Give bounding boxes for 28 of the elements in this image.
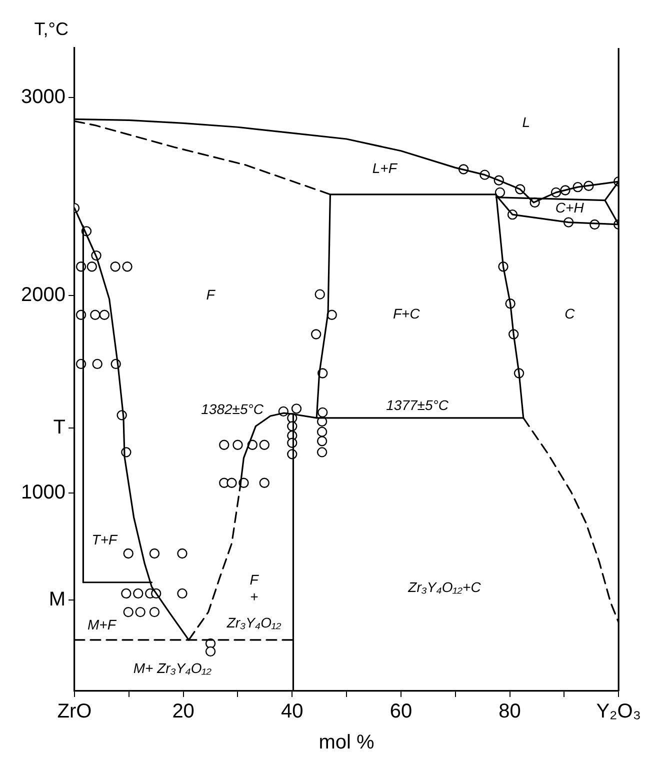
annotation: Zr₃Y₄O₁₂ bbox=[226, 614, 282, 630]
annotation: F+C bbox=[392, 306, 421, 322]
annotation: + bbox=[250, 588, 258, 605]
annotation: F bbox=[206, 286, 216, 302]
y-tick-label: M bbox=[48, 588, 66, 611]
annotation: L+F bbox=[372, 160, 398, 176]
y-tick-label: 3000 bbox=[20, 86, 66, 108]
x-tick-label: 60 bbox=[390, 700, 412, 723]
x-tick-label: ZrO bbox=[57, 700, 92, 723]
y-tick-label: T bbox=[53, 416, 66, 438]
x-tick-label: 20 bbox=[172, 700, 194, 723]
annotation: M+F bbox=[88, 616, 118, 632]
annotation: L bbox=[522, 114, 530, 130]
x-tick-label: 40 bbox=[281, 700, 304, 723]
annotation: 1382±5°C bbox=[201, 400, 264, 417]
annotation: F bbox=[250, 571, 260, 588]
x-tick-label: 80 bbox=[498, 700, 521, 723]
annotation: Zr₃Y₄O₁₂+C bbox=[407, 579, 482, 596]
y-axis-title: T,°C bbox=[34, 18, 68, 39]
y-tick-label: 1000 bbox=[20, 482, 66, 504]
annotation: 1377±5°C bbox=[386, 397, 450, 414]
x-tick-label: Y₂O₃ bbox=[596, 700, 642, 723]
x-axis-title: mol % bbox=[318, 732, 375, 754]
annotation: M+ Zr₃Y₄O₁₂ bbox=[133, 660, 212, 676]
y-tick-label: 2000 bbox=[20, 284, 66, 306]
annotation: C bbox=[564, 306, 576, 322]
annotation: C+H bbox=[555, 200, 585, 216]
annotation: T+F bbox=[92, 531, 119, 548]
